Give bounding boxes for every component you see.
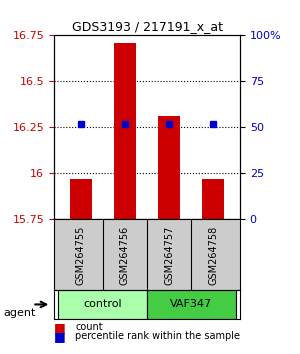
FancyBboxPatch shape	[58, 290, 147, 319]
Text: ■: ■	[54, 321, 66, 334]
Bar	[158, 116, 180, 219]
Text: GSM264757: GSM264757	[164, 225, 174, 285]
FancyBboxPatch shape	[147, 290, 236, 319]
Bar	[70, 179, 92, 219]
Text: agent: agent	[3, 308, 35, 318]
Title: GDS3193 / 217191_x_at: GDS3193 / 217191_x_at	[71, 20, 223, 33]
Text: control: control	[83, 299, 122, 309]
Text: count: count	[75, 322, 103, 332]
Text: percentile rank within the sample: percentile rank within the sample	[75, 331, 240, 341]
Bar	[114, 43, 136, 219]
Text: GSM264755: GSM264755	[76, 225, 85, 285]
Text: GSM264758: GSM264758	[208, 225, 218, 285]
Text: VAF347: VAF347	[170, 299, 212, 309]
Text: GSM264756: GSM264756	[120, 225, 130, 285]
Bar	[202, 179, 224, 219]
Text: ■: ■	[54, 330, 66, 343]
